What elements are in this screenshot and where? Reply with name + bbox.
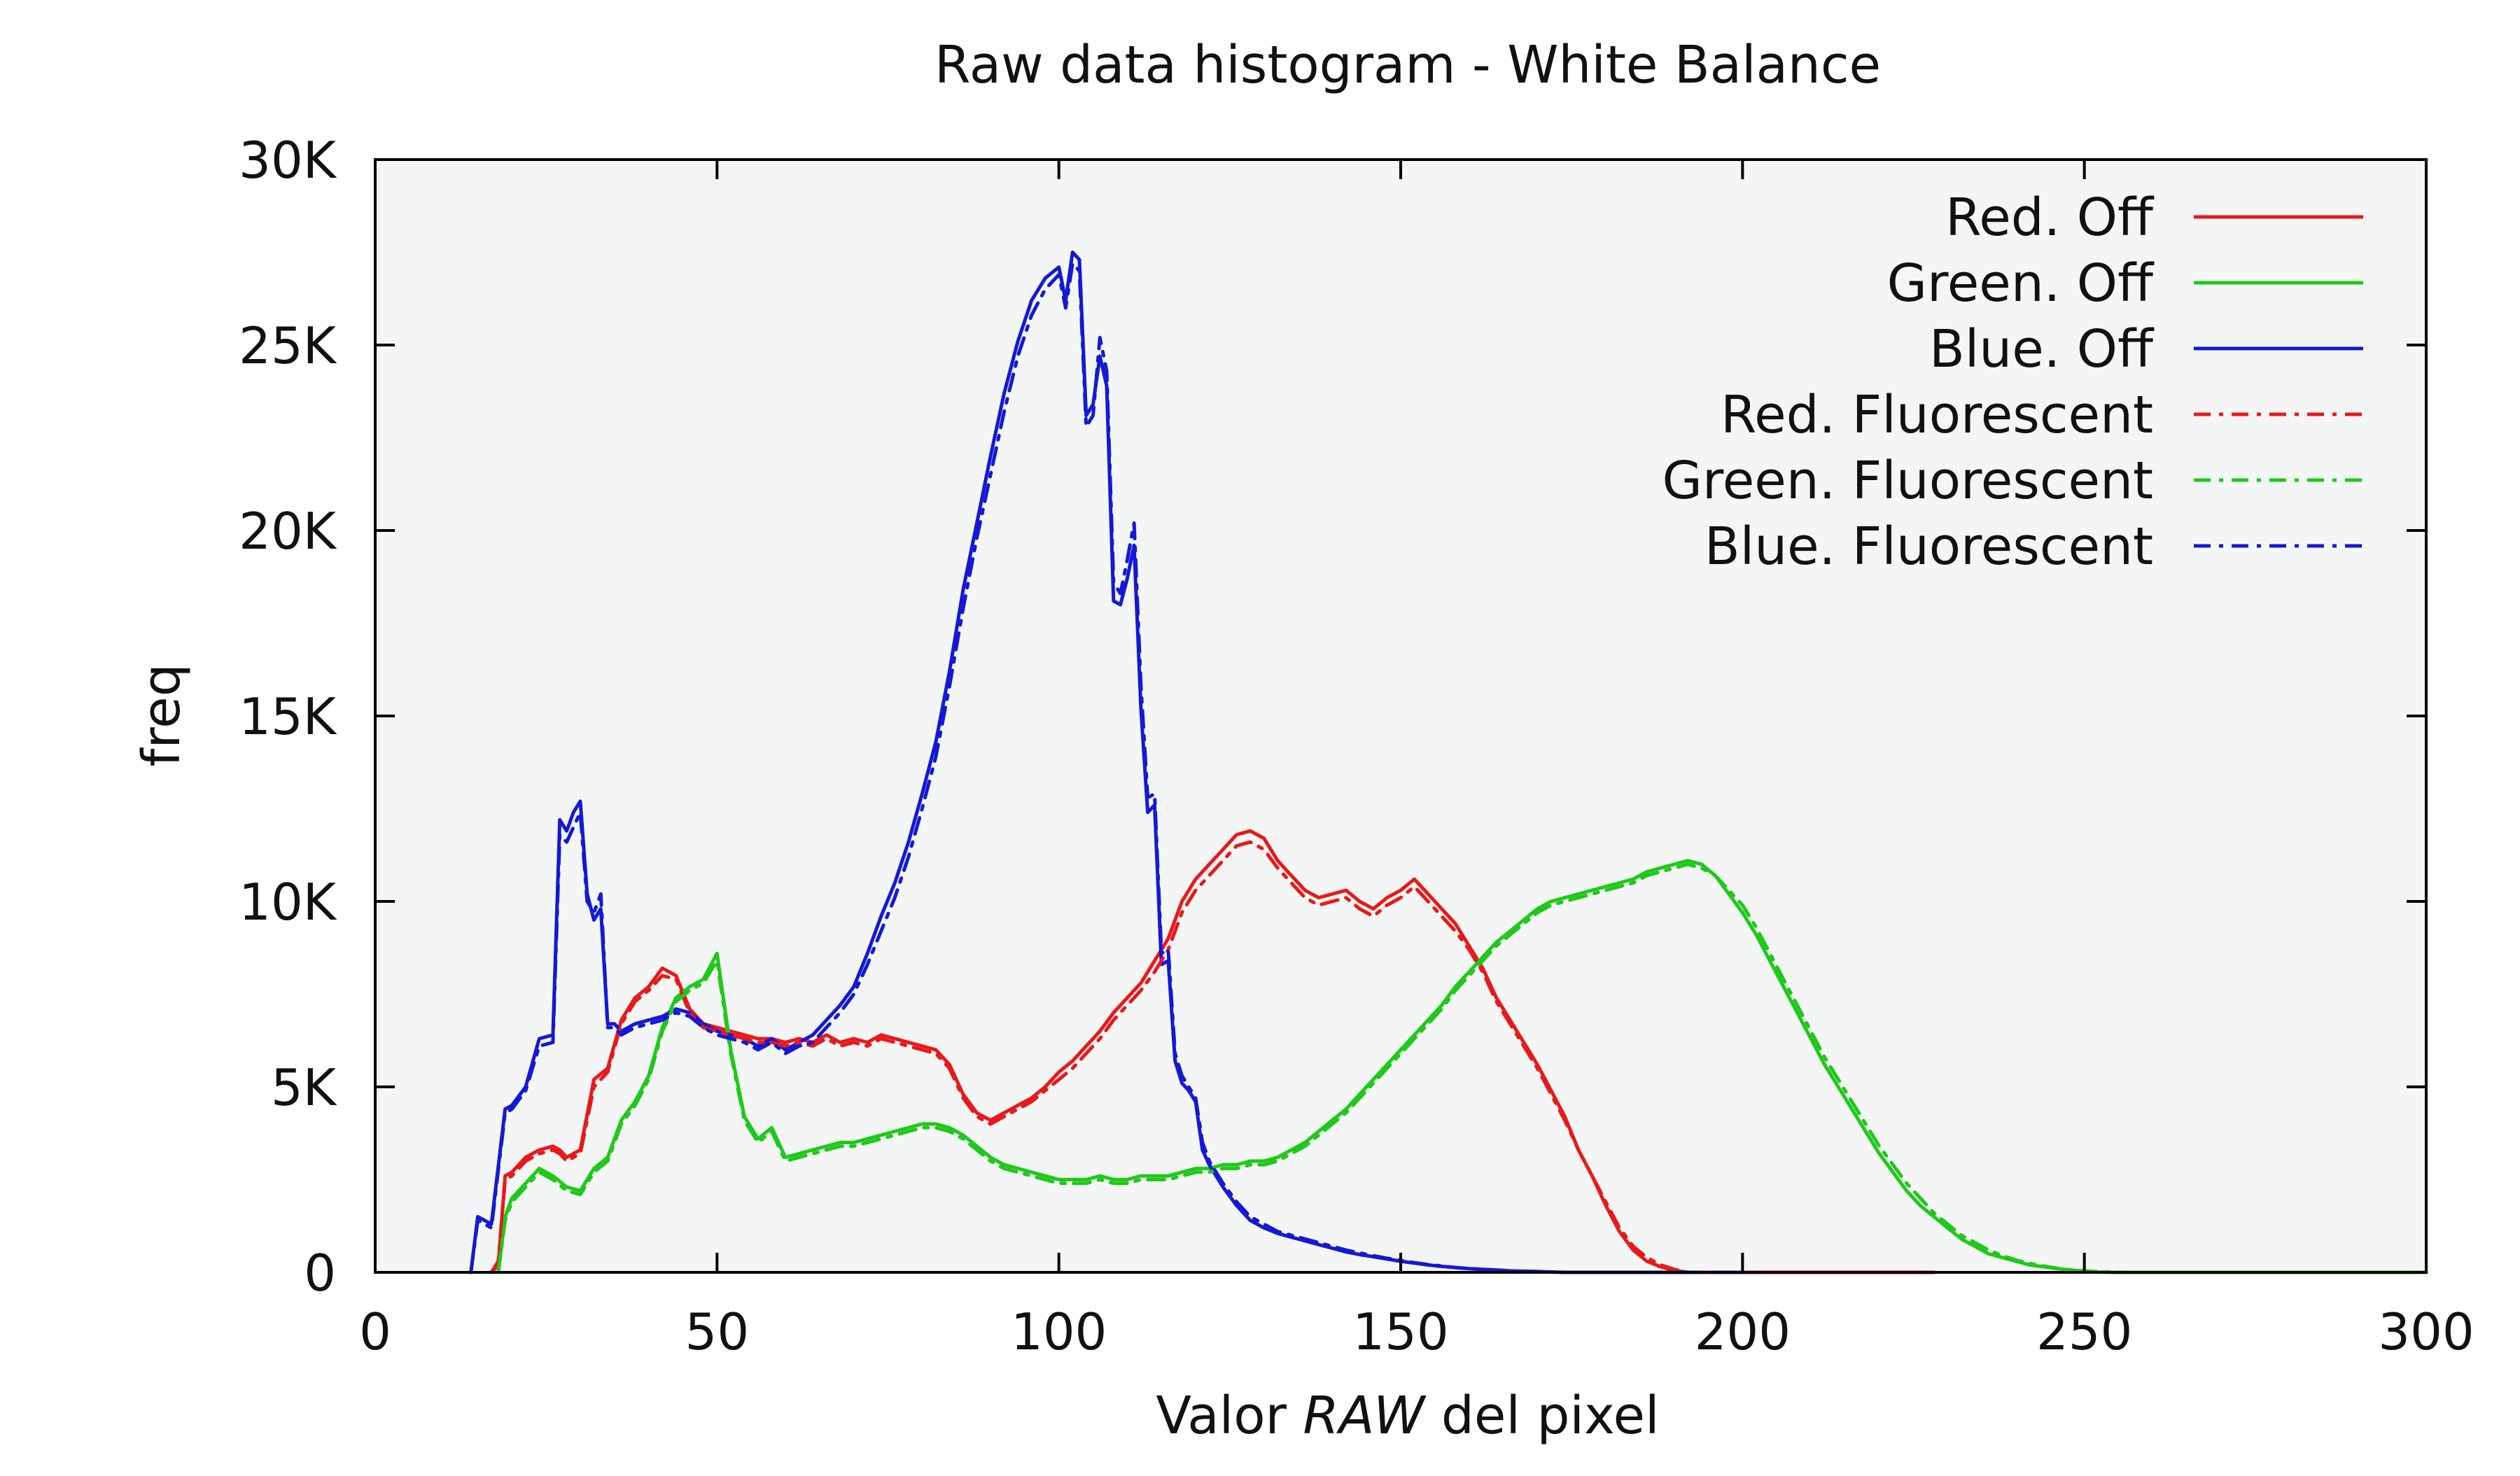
- x-axis-label-part: del pixel: [1424, 1386, 1659, 1446]
- series-line-5: [469, 261, 1744, 1274]
- plot-background: [375, 160, 2426, 1272]
- x-tick-label: 250: [2036, 1302, 2132, 1361]
- legend-label: Red. Off: [1945, 188, 2155, 248]
- x-tick-label: 150: [1352, 1302, 1448, 1361]
- x-tick-label: 200: [1695, 1302, 1791, 1361]
- x-tick-label: 100: [1011, 1302, 1107, 1361]
- axes-layer: 0 50 100 150 200 250 300 0 5K 10K 15K 20K 25K 30K: [239, 131, 2474, 1361]
- chart-title: Raw data histogram - White Balance: [934, 35, 1881, 95]
- y-axis-label: freq: [132, 663, 192, 766]
- y-tick-label: 20K: [239, 502, 337, 561]
- legend-label: Blue. Fluorescent: [1704, 516, 2153, 577]
- legend-label: Red. Fluorescent: [1721, 385, 2153, 445]
- series-line-4: [496, 862, 2428, 1274]
- legend-label: Blue. Off: [1929, 319, 2155, 379]
- legend-label: Green. Off: [1887, 253, 2155, 314]
- legend-label: Green. Fluorescent: [1662, 451, 2153, 511]
- y-tick-label: 10K: [239, 873, 337, 932]
- x-axis-label: Valor RAW del pixel: [1156, 1386, 1659, 1446]
- x-tick-label: 0: [359, 1302, 391, 1361]
- y-tick-label: 25K: [239, 316, 337, 375]
- x-axis-label-part: RAW: [1303, 1386, 1427, 1446]
- y-tick-label: 30K: [239, 131, 337, 190]
- y-tick-label: 5K: [271, 1058, 337, 1117]
- x-axis-label-part: Valor: [1156, 1386, 1303, 1446]
- y-tick-label: 0: [304, 1244, 336, 1302]
- x-tick-label: 50: [685, 1302, 750, 1361]
- y-tick-label: 15K: [239, 687, 337, 746]
- x-tick-label: 300: [2378, 1302, 2474, 1361]
